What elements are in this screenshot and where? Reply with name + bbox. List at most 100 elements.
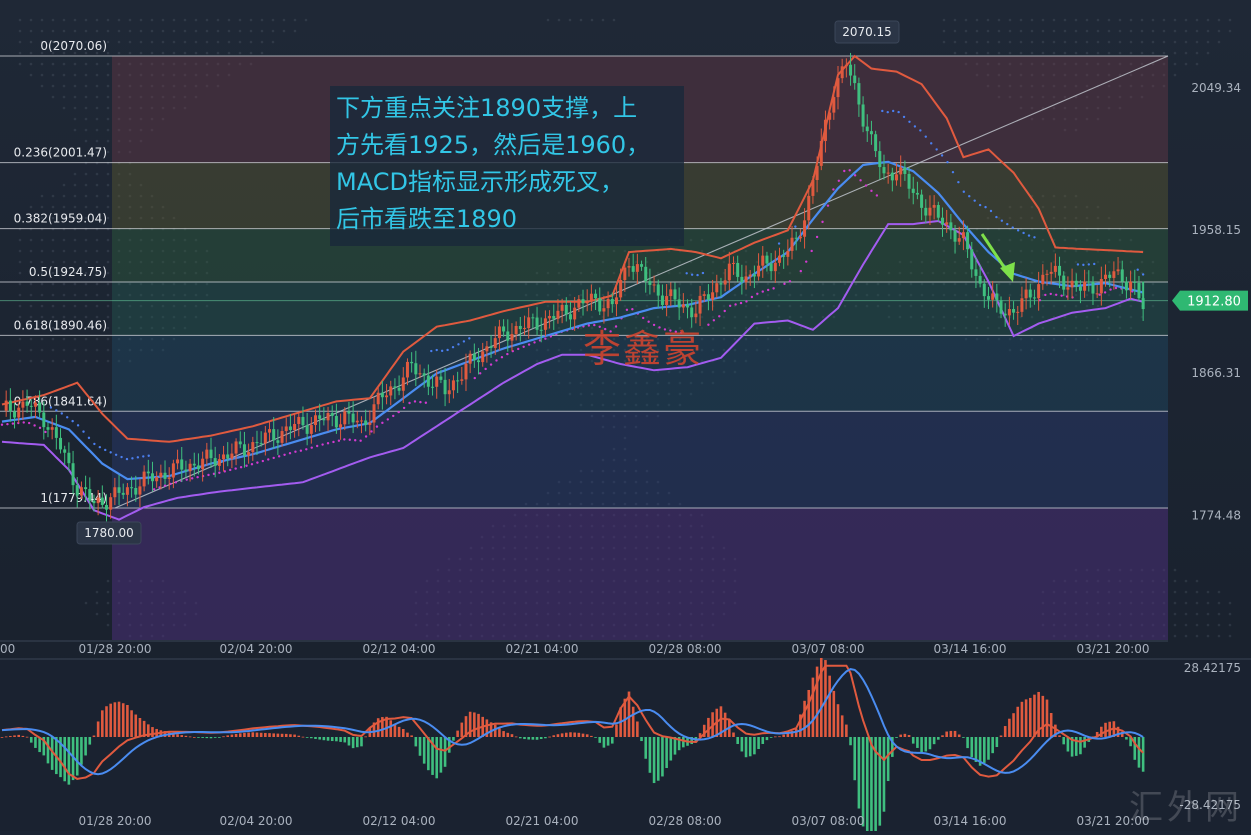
macd-histogram-bar <box>774 736 777 738</box>
candle-body <box>911 188 915 193</box>
candle-body <box>234 441 238 454</box>
candle-body <box>209 449 213 459</box>
macd-histogram-bar <box>1003 726 1007 737</box>
candle-body <box>180 459 184 470</box>
candle-body <box>63 449 67 453</box>
candle-body <box>1041 274 1045 285</box>
candle-body <box>999 300 1003 314</box>
macd-histogram-bar <box>80 737 83 765</box>
candle-body <box>146 471 150 474</box>
macd-histogram-bar <box>59 737 62 778</box>
macd-histogram-bar <box>330 737 334 742</box>
macd-histogram-bar <box>389 720 393 737</box>
macd-histogram-bar <box>983 737 986 763</box>
candle-body <box>251 442 255 453</box>
candle-body <box>284 426 288 432</box>
macd-histogram-bar <box>447 737 451 753</box>
macd-histogram-bar <box>682 737 685 748</box>
candle-body <box>539 329 543 331</box>
candle-body <box>1003 313 1007 316</box>
bollinger-middle-band <box>1 160 1144 481</box>
macd-histogram-bar <box>677 737 681 751</box>
site-watermark: 汇外网 <box>1129 788 1243 828</box>
macd-histogram-bar <box>1137 737 1141 768</box>
candle-body <box>309 425 313 434</box>
candle-body <box>807 195 811 221</box>
candle-body <box>895 174 899 181</box>
candle-body <box>928 207 932 216</box>
candle-body <box>150 473 154 482</box>
macd-histogram-bar <box>401 729 405 737</box>
candle-body <box>163 472 167 479</box>
candle-body <box>786 250 790 257</box>
macd-histogram-bar <box>636 721 639 737</box>
macd-histogram-bar <box>205 737 209 739</box>
macd-histogram-bar <box>945 731 948 737</box>
macd-histogram-bar <box>473 712 476 737</box>
macd-histogram-bar <box>243 732 246 737</box>
candle-body <box>213 458 217 466</box>
candle-body <box>1078 286 1082 291</box>
macd-histogram-bar <box>259 732 263 737</box>
candle-body <box>288 426 292 431</box>
candle-body <box>364 420 368 425</box>
macd-histogram-bar <box>180 735 184 737</box>
macd-histogram-bar <box>882 737 886 812</box>
arrow-head <box>1000 262 1015 282</box>
macd-histogram-bar <box>1028 697 1032 737</box>
candle-body <box>794 237 798 239</box>
macd-histogram-bar <box>644 737 648 759</box>
candle-body <box>297 416 301 424</box>
candle-body <box>33 402 37 407</box>
macd-histogram-bar <box>393 723 397 737</box>
candle-body <box>518 325 522 330</box>
macd-histogram-bar <box>71 737 75 781</box>
macd-histogram-bar <box>422 737 426 764</box>
candle-body <box>368 422 372 425</box>
macd-histogram-bar <box>1041 695 1045 737</box>
candle-body <box>155 477 159 482</box>
macd-histogram-bar <box>732 732 735 737</box>
macd-histogram-bar <box>460 722 464 737</box>
macd-histogram-bar <box>360 737 363 747</box>
macd-histogram-bar <box>92 735 96 737</box>
macd-histogram-bar <box>1066 737 1070 752</box>
candle-body <box>330 413 334 416</box>
candle-body <box>719 283 723 285</box>
macd-histogram-bar <box>326 737 330 741</box>
macd-histogram-bar <box>669 737 673 761</box>
candle-body <box>54 427 58 438</box>
candle-body <box>535 317 539 330</box>
candle-body <box>995 293 999 301</box>
macd-time-axis-label: 02/28 08:00 <box>649 814 722 828</box>
macd-histogram-bar <box>151 727 154 737</box>
candle-body <box>690 307 694 318</box>
candle-body <box>1099 278 1103 294</box>
macd-histogram-bar <box>778 736 781 738</box>
macd-histogram-bar <box>535 737 539 740</box>
candle-body <box>196 465 200 470</box>
candle-body <box>1012 309 1016 313</box>
macd-histogram-bar <box>468 711 472 737</box>
candle-body <box>497 326 501 339</box>
macd-histogram-bar <box>75 737 79 776</box>
macd-histogram-bar <box>937 737 940 740</box>
macd-histogram-bar <box>761 737 765 744</box>
candle-body <box>614 297 618 305</box>
macd-histogram-bar <box>251 732 255 737</box>
macd-histogram-bar <box>928 737 932 750</box>
macd-histogram-bar <box>916 737 919 748</box>
candle-body <box>523 328 526 330</box>
candle-body <box>397 387 401 391</box>
macd-histogram-bar <box>531 737 535 740</box>
macd-histogram-bar <box>50 737 54 770</box>
candle-body <box>623 267 627 281</box>
candle-body <box>552 315 556 319</box>
candle-body <box>510 334 514 341</box>
macd-histogram-bar <box>786 733 790 737</box>
macd-histogram-bar <box>489 722 493 737</box>
candle-body <box>226 454 230 459</box>
macd-histogram-bar <box>1074 737 1078 756</box>
candle-body <box>201 458 205 470</box>
macd-histogram-bar <box>209 737 213 739</box>
